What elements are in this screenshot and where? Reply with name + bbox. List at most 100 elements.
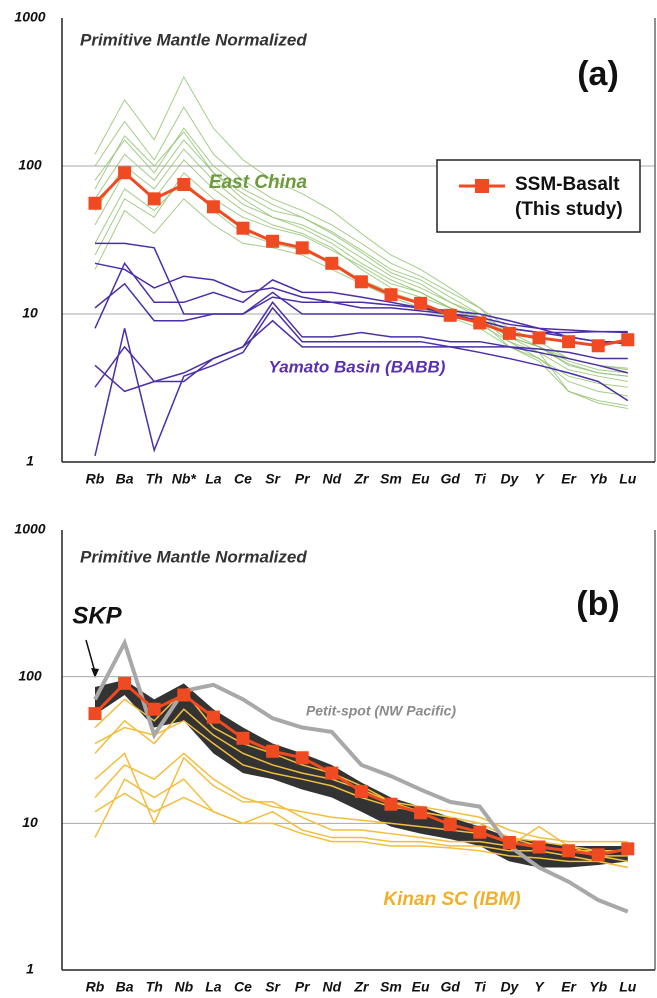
marker: [532, 840, 546, 854]
marker: [118, 166, 132, 180]
x-tick-label: Zr: [353, 471, 370, 487]
annotation: Petit-spot (NW Pacific): [306, 703, 456, 719]
x-tick-label: Nd: [322, 979, 341, 995]
marker: [591, 848, 605, 862]
group-line: [94, 148, 628, 407]
x-tick-label: Nb: [174, 979, 193, 995]
x-tick-label: La: [205, 471, 222, 487]
chart-title: Primitive Mantle Normalized: [80, 547, 307, 566]
x-tick-label: Ba: [116, 979, 134, 995]
marker: [118, 676, 132, 690]
x-tick-label: Ba: [116, 471, 134, 487]
x-tick-label: Y: [534, 471, 545, 487]
x-tick-label: Rb: [86, 979, 105, 995]
marker: [502, 836, 516, 850]
x-tick-label: Yb: [589, 979, 607, 995]
x-tick-label: Dy: [500, 471, 519, 487]
y-tick-label: 100: [18, 157, 42, 173]
y-tick-label: 10: [22, 814, 38, 830]
x-tick-label: Eu: [412, 979, 430, 995]
marker: [325, 766, 339, 780]
legend-label-box: SSM-Basalt (This study): [515, 174, 623, 220]
annotation-arrow: [85, 639, 96, 673]
marker: [325, 256, 339, 270]
y-tick-label: 10: [22, 305, 38, 321]
legend-box: [436, 159, 641, 233]
marker: [177, 688, 191, 702]
x-tick-label: Ti: [474, 979, 487, 995]
x-tick-label: Sr: [265, 471, 281, 487]
x-tick-label: Ti: [474, 471, 487, 487]
marker: [443, 308, 457, 322]
x-tick-label: Y: [534, 979, 545, 995]
marker: [295, 241, 309, 255]
x-tick-label: Pr: [295, 471, 311, 487]
y-tick-label: 1000: [14, 521, 45, 537]
x-tick-label: Ce: [234, 979, 252, 995]
x-tick-label: Lu: [619, 471, 637, 487]
x-tick-label: La: [205, 979, 222, 995]
group-line: [94, 708, 628, 843]
panel-label: (b): [576, 585, 619, 623]
marker: [177, 177, 191, 191]
marker: [354, 784, 368, 798]
marker: [266, 744, 280, 758]
x-tick-label: Sr: [265, 979, 281, 995]
x-tick-label: Rb: [86, 471, 105, 487]
chart-title: Primitive Mantle Normalized: [80, 30, 307, 49]
annotation: Kinan SC (IBM): [383, 889, 520, 910]
group-line: [94, 792, 628, 869]
x-tick-label: Lu: [619, 979, 637, 995]
y-tick-label: 1: [26, 453, 34, 469]
x-tick-label: Ce: [234, 471, 252, 487]
marker: [88, 196, 102, 210]
marker: [414, 806, 428, 820]
marker: [236, 731, 250, 745]
x-tick-label: Sm: [380, 471, 402, 487]
marker: [532, 331, 546, 345]
annotation-arrow-head: [91, 668, 99, 678]
marker: [236, 221, 250, 235]
legend-label: SSM-Basalt (This study): [515, 174, 623, 220]
y-tick-label: 1000: [14, 9, 45, 25]
group-line: [94, 261, 628, 334]
legend-marker: [475, 179, 489, 193]
x-tick-label: Sm: [380, 979, 402, 995]
x-tick-label: Zr: [353, 979, 370, 995]
marker: [88, 707, 102, 721]
marker: [502, 326, 516, 340]
marker: [206, 710, 220, 724]
marker: [591, 339, 605, 353]
x-tick-label: Th: [146, 471, 163, 487]
x-tick-label: Er: [561, 979, 577, 995]
x-tick-label: Gd: [440, 979, 460, 995]
group-line: [94, 752, 628, 857]
marker: [562, 335, 576, 349]
marker: [266, 234, 280, 248]
x-tick-label: Nd: [322, 471, 341, 487]
group-line: [94, 306, 628, 457]
marker: [414, 296, 428, 310]
x-tick-label: Gd: [440, 471, 460, 487]
marker: [206, 200, 220, 214]
y-tick-label: 100: [18, 667, 42, 683]
marker: [473, 825, 487, 839]
marker: [443, 818, 457, 832]
marker: [147, 702, 161, 716]
x-tick-label: Th: [146, 979, 163, 995]
marker: [384, 288, 398, 302]
group-line: [94, 172, 628, 369]
x-tick-label: Eu: [412, 471, 430, 487]
x-tick-label: Yb: [589, 471, 607, 487]
marker: [354, 275, 368, 289]
x-tick-label: Pr: [295, 979, 311, 995]
marker: [295, 751, 309, 765]
x-tick-label: Er: [561, 471, 577, 487]
marker: [621, 842, 635, 856]
y-tick-label: 1: [26, 961, 34, 977]
x-tick-label: Nb*: [172, 471, 197, 487]
marker: [384, 797, 398, 811]
annotation: East China: [209, 172, 308, 193]
annotation: SKP: [72, 602, 122, 629]
